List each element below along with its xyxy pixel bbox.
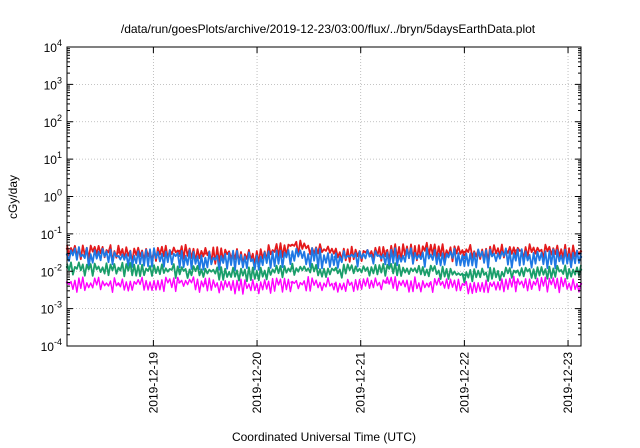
y-tick-label: 104 [44,38,62,55]
y-axis: 10-4 10-3 10-2 10-1 100 101 102 103 104 [41,38,581,354]
series-4-point [463,283,466,287]
y-tick-label: 101 [44,150,62,167]
series-3-point [428,268,431,271]
series-1-point [204,252,207,255]
series-3-point [463,273,466,277]
series-1-point [428,248,431,251]
x-tick-label: 2019-12-20 [250,352,264,414]
series-1-point [117,251,121,254]
y-tick-label: 10-3 [41,300,62,317]
series-2-point [515,254,518,257]
series-2-point [178,254,181,257]
series-4-point [333,282,336,286]
y-axis-label: cGy/day [6,175,20,219]
chart-title: /data/run/goesPlots/archive/2019-12-23/0… [121,22,536,36]
y-tick-label: 100 [44,188,62,205]
series-2-point [255,258,259,261]
series-1-point [385,249,388,253]
series-2-point [385,254,388,257]
series-3-point [117,267,121,270]
series-3-point [178,268,181,271]
series-2-point [204,257,207,260]
series-4-point [255,284,259,287]
series-1-point [290,243,293,247]
series-2-point [117,255,121,258]
y-tick-label: 102 [44,113,62,130]
series-layer [65,239,583,295]
series-1-point [463,250,466,254]
series-4-point [204,282,207,285]
x-axis-label: Coordinated Universal Time (UTC) [232,430,416,444]
series-3-point [290,267,293,270]
series-4-point [385,281,388,284]
x-tick-label: 2019-12-19 [146,352,160,414]
series-2-point [333,255,336,259]
y-tick-label: 103 [44,75,62,92]
series-4-point [178,281,181,284]
series-3-point [385,267,388,270]
series-2-point [290,253,293,257]
series-line-3 [66,261,582,284]
series-4-point [117,283,121,286]
y-tick-label: 10-2 [41,262,62,279]
series-3-point [515,270,518,273]
series-2-point [463,255,466,259]
series-line-4 [66,275,582,295]
series-3-point [255,271,259,275]
series-1-point [178,249,181,253]
x-tick-label: 2019-12-21 [354,352,368,414]
series-4-point [428,282,431,285]
series-4-point [515,281,518,284]
grid [67,47,581,346]
x-tick-label: 2019-12-22 [457,352,471,414]
series-3-point [333,268,336,271]
y-tick-label: 10-4 [41,337,62,354]
series-2-point [428,255,431,258]
series-3-point [204,270,207,273]
series-4-point [290,281,293,284]
y-tick-label: 10-1 [41,225,62,242]
series-line-2 [66,246,582,272]
x-axis: 2019-12-19 2019-12-20 2019-12-21 2019-12-22… [146,47,575,413]
x-tick-label: 2019-12-23 [561,352,575,414]
